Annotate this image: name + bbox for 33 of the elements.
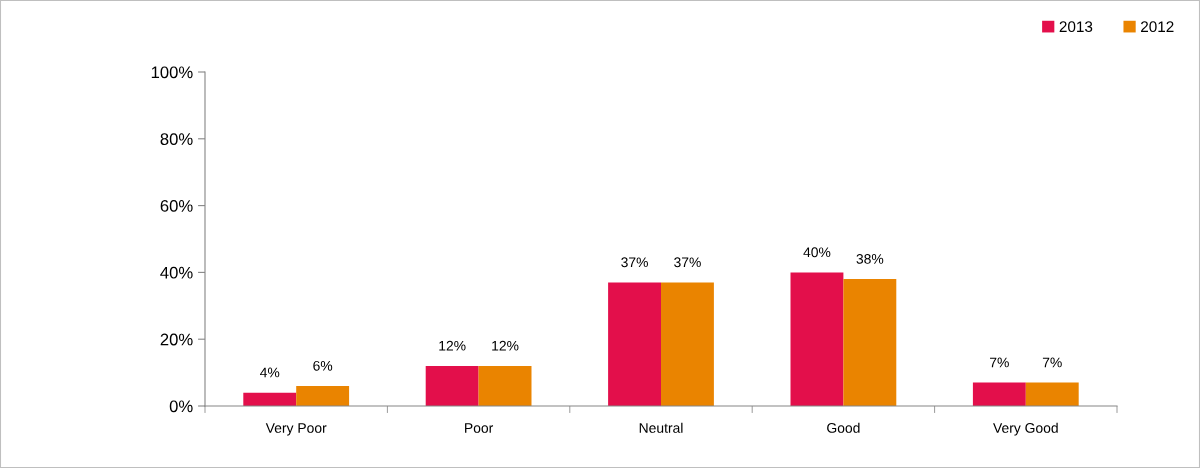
text: 38% (856, 254, 884, 264)
bar (1025, 382, 1079, 406)
text: 37% (674, 257, 701, 268)
legend-label: 2013 (1059, 21, 1093, 33)
x-tick-label: Very Poor (265, 423, 327, 436)
text: 6% (313, 360, 333, 371)
y-tick-label: 0% (169, 400, 193, 413)
text: 4% (260, 367, 280, 378)
y-tick-label: 60% (160, 200, 193, 212)
bar (661, 282, 714, 406)
bar (296, 385, 350, 406)
text: 37% (621, 257, 648, 268)
x-tick-label: Poor (465, 423, 494, 433)
y-tick-label: 20% (160, 333, 193, 346)
bar (972, 382, 1026, 406)
text: 40% (803, 247, 831, 258)
y-tick-label: 40% (160, 266, 193, 279)
bar (243, 392, 297, 406)
bar (425, 365, 479, 406)
legend-label: 2012 (1141, 21, 1174, 33)
y-tick-label: 100% (151, 66, 193, 79)
y-tick-label: 80% (160, 133, 193, 145)
bar (790, 272, 844, 406)
text: 7% (990, 357, 1009, 368)
text: 7% (1042, 357, 1062, 368)
bar (478, 365, 532, 406)
x-tick-label: Good (827, 422, 860, 433)
text: 12% (439, 340, 466, 351)
text: 12% (492, 340, 519, 351)
bar (608, 282, 661, 406)
x-tick-label: Neutral (639, 422, 683, 433)
x-tick-label: Very Good (993, 422, 1058, 436)
bar (843, 279, 897, 406)
